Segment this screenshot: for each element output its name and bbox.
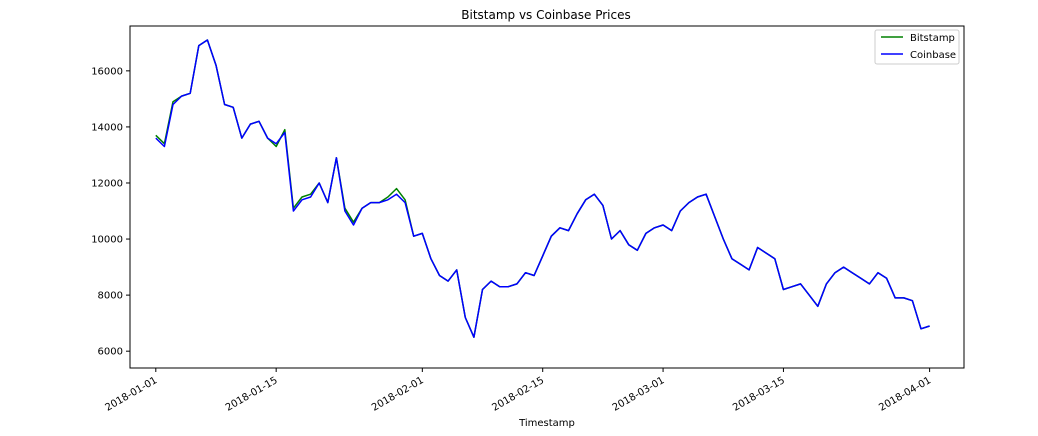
y-tick-label: 6000: [98, 347, 123, 358]
x-tick-label: 2018-03-15: [731, 375, 787, 414]
legend-label-bitstamp: Bitstamp: [910, 33, 955, 44]
y-tick-label: 12000: [91, 178, 123, 189]
y-tick-label: 16000: [91, 66, 123, 77]
series-line-coinbase: [155, 39, 930, 338]
x-tick-label: 2018-02-01: [370, 375, 426, 414]
legend-frame: [874, 29, 960, 65]
series-layer: [155, 39, 930, 338]
x-tick-label: 2018-04-01: [877, 375, 933, 414]
x-axis: 2018-01-01 2018-01-15 2018-02-01 2018-02-15…: [103, 368, 933, 414]
legend-label-coinbase: Coinbase: [910, 50, 956, 61]
x-tick-label: 2018-03-01: [611, 375, 667, 414]
x-tick-label: 2018-02-15: [490, 375, 546, 414]
x-tick-label: 2018-01-15: [224, 375, 280, 414]
plot-area-frame: [129, 25, 965, 369]
y-tick-label: 8000: [98, 291, 123, 302]
y-axis: 6000 8000 10000 12000 14000 16000: [91, 66, 130, 358]
x-tick-label: 2018-01-01: [103, 375, 159, 414]
y-tick-label: 10000: [91, 235, 123, 246]
x-axis-title: Timestamp: [518, 418, 575, 429]
chart-title: Bitstamp vs Coinbase Prices: [461, 8, 630, 22]
legend: Bitstamp Coinbase: [874, 29, 960, 65]
y-tick-label: 14000: [91, 122, 123, 133]
